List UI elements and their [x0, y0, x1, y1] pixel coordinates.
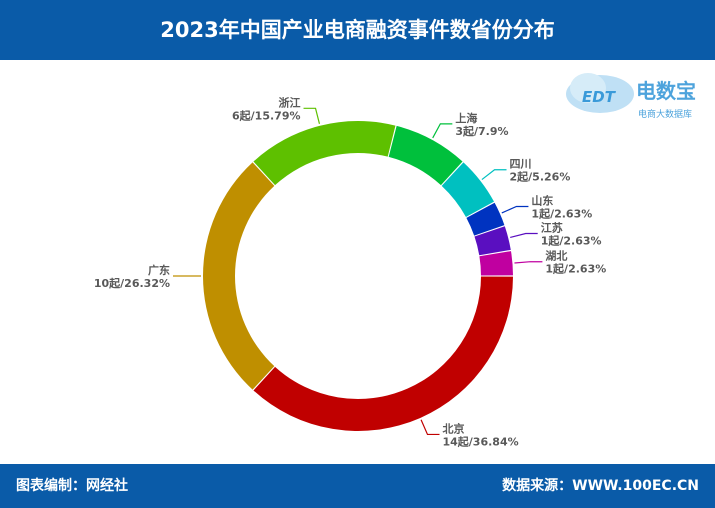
slice-label-name-7: 江苏 — [541, 221, 563, 235]
leader-line-3 — [303, 107, 321, 124]
slice-label-value-7: 1起/2.63% — [541, 234, 602, 248]
slice-4 — [388, 125, 463, 186]
slice-label-name-4: 上海 — [455, 111, 477, 125]
leader-line-5 — [481, 169, 507, 181]
slice-label-value-8: 1起/2.63% — [545, 262, 606, 276]
slice-3 — [253, 121, 396, 186]
leader-line-8 — [514, 261, 543, 264]
slice-label-value-5: 2起/5.26% — [510, 170, 571, 184]
slice-6 — [466, 202, 505, 236]
footer-bar: 图表编制：网经社 数据来源：WWW.100EC.CN — [0, 464, 715, 508]
logo-mark: EDT — [582, 88, 617, 106]
logo-brand-subtitle: 电商大数据库 — [638, 108, 692, 120]
logo-cloud-puff-icon — [570, 73, 606, 103]
chart-title: 2023年中国产业电商融资事件数省份分布 — [160, 18, 555, 42]
logo-brand-text: 电数宝 — [636, 79, 696, 103]
slice-label-value-2: 10起/26.32% — [94, 276, 170, 290]
slice-label-value-1: 14起/36.84% — [442, 434, 518, 448]
footer-source: 数据来源：WWW.100EC.CN — [502, 478, 699, 494]
slice-5 — [441, 162, 495, 218]
chart-area: EDT 电数宝 电商大数据库 北京 14起/36.84% 广东 10起/26.32% 浙… — [0, 60, 715, 464]
leader-line-7 — [510, 232, 538, 239]
leader-line-1 — [420, 419, 440, 436]
slice-label-value-3: 6起/15.79% — [232, 108, 301, 122]
slice-label-name-3: 浙江 — [279, 95, 301, 109]
slice-7 — [474, 226, 511, 256]
slice-label-name-1: 北京 — [442, 421, 464, 435]
slice-label-name-6: 山东 — [531, 194, 553, 208]
leader-line-6 — [501, 205, 529, 214]
slice-8 — [479, 251, 513, 276]
header-bar: 2023年中国产业电商融资事件数省份分布 — [0, 0, 715, 60]
slice-1 — [253, 276, 513, 431]
slice-label-value-4: 3起/7.9% — [455, 124, 508, 138]
slice-label-name-2: 广东 — [148, 263, 170, 277]
leader-line-4 — [432, 123, 453, 139]
slice-label-name-5: 四川 — [510, 158, 532, 171]
slice-label-value-6: 1起/2.63% — [531, 207, 592, 221]
slice-2 — [203, 162, 275, 390]
logo: EDT 电数宝 电商大数据库 — [566, 73, 696, 120]
slice-label-name-8: 湖北 — [545, 249, 567, 263]
footer-editor: 图表编制：网经社 — [16, 478, 128, 494]
